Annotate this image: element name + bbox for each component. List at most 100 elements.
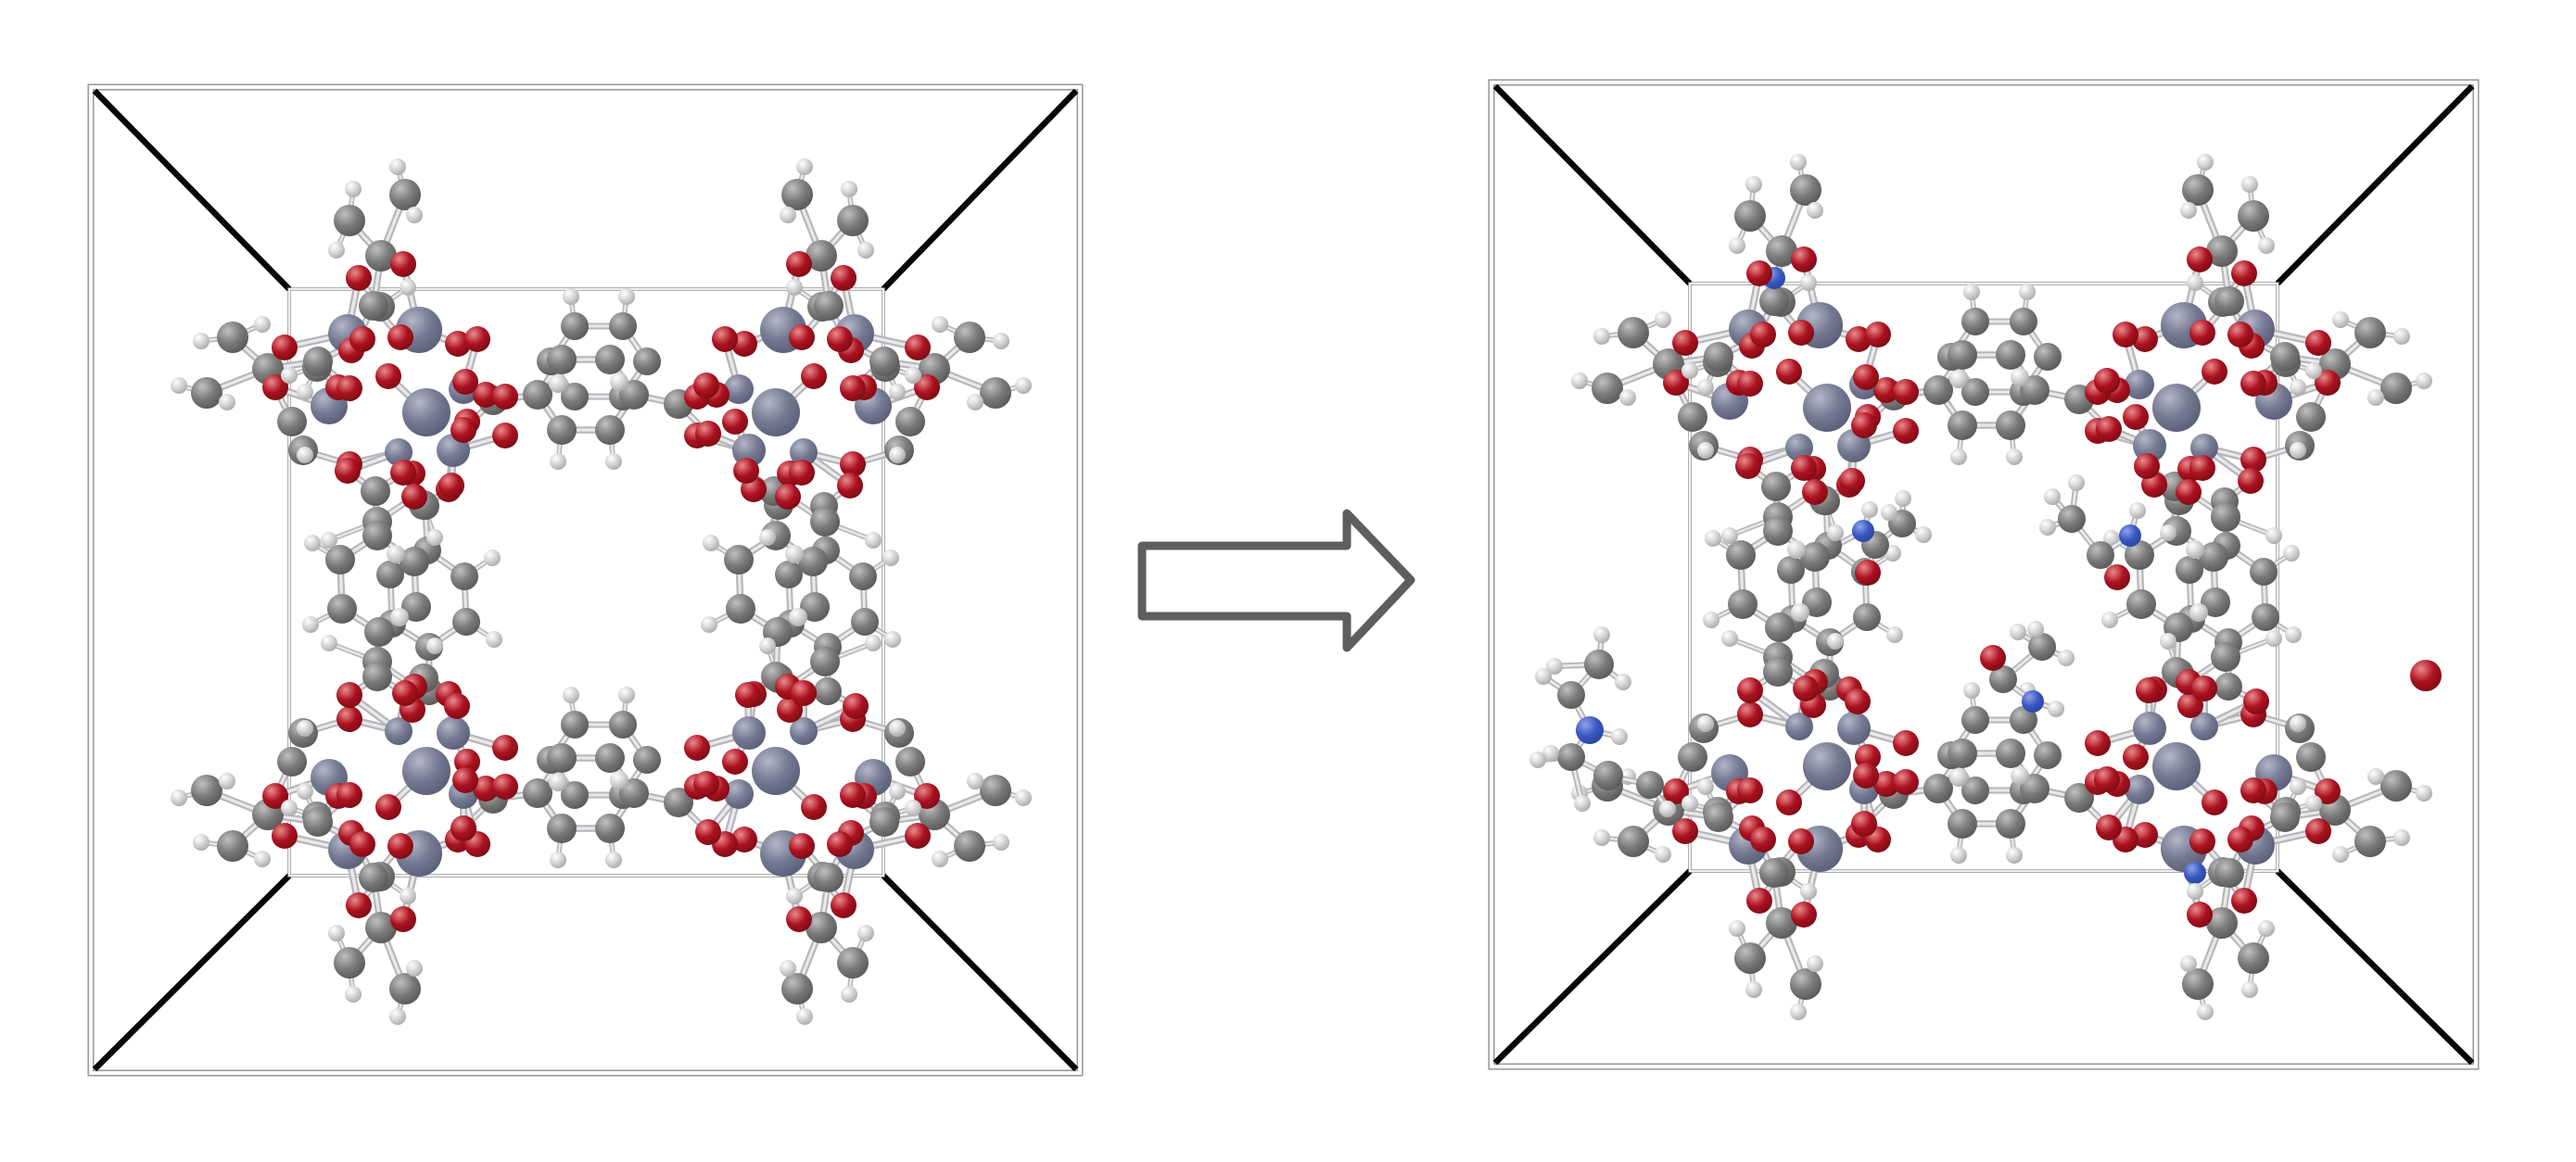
carbon-atom <box>389 973 421 1004</box>
oxygen-atom <box>1750 322 1776 347</box>
hydrogen-atom <box>297 384 313 400</box>
carbon-atom <box>1989 665 2017 693</box>
oxygen-atom <box>1672 330 1698 356</box>
metal-atom <box>724 374 754 404</box>
oxygen-atom <box>492 774 518 800</box>
hydrogen-atom <box>618 687 635 703</box>
hydrogen-atom <box>563 288 579 305</box>
hydrogen-atom <box>786 888 803 904</box>
carbon-atom <box>2211 642 2240 672</box>
oxygen-atom <box>2123 404 2149 430</box>
hydrogen-atom <box>1615 674 1631 690</box>
carbon-atom <box>2176 556 2203 584</box>
cell-perspective-diagonal <box>1492 868 1693 1066</box>
hydrogen-atom <box>2006 448 2023 465</box>
hydrogen-atom <box>932 851 948 867</box>
hydrogen-atom <box>1807 202 1823 219</box>
hydrogen-atom <box>882 549 899 566</box>
oxygen-atom <box>1839 468 1865 494</box>
oxygen-atom <box>438 473 464 499</box>
metal-atom <box>1803 742 1851 790</box>
hydrogen-atom <box>1593 829 1610 846</box>
hydrogen-atom <box>889 384 906 400</box>
metal-atom <box>732 716 766 750</box>
oxygen-atom <box>695 421 721 447</box>
carbon-atom <box>2250 558 2278 586</box>
carbon-atom <box>1923 774 1953 803</box>
oxygen-atom <box>1737 371 1763 397</box>
carbon-atom <box>2182 968 2214 1000</box>
carbon-atom <box>2182 174 2214 206</box>
hydrogen-atom <box>550 453 566 470</box>
carbon-atom <box>1923 375 1953 405</box>
oxygen-atom <box>346 892 372 918</box>
hydrogen-atom <box>1895 490 1911 507</box>
cell-perspective-diagonal <box>881 873 1079 1072</box>
carbon-atom <box>806 912 837 943</box>
carbon-atom <box>400 547 429 576</box>
hydrogen-atom <box>2048 701 2064 717</box>
hydrogen-atom <box>1721 630 1738 647</box>
carbon-atom <box>633 347 661 375</box>
oxygen-atom <box>1893 769 1919 795</box>
oxygen-atom <box>801 794 827 820</box>
hydrogen-atom <box>2068 474 2085 491</box>
hydrogen-atom <box>857 242 874 259</box>
carbon-atom <box>2206 235 2238 267</box>
metal-atom <box>2190 713 2218 740</box>
hydrogen-atom <box>2416 373 2432 389</box>
metal-atom <box>2190 434 2218 461</box>
metal-atom <box>1785 713 1813 740</box>
oxygen-atom <box>712 326 738 352</box>
oxygen-atom <box>452 767 478 793</box>
oxygen-atom <box>2189 828 2215 854</box>
oxygen-atom <box>1893 418 1919 444</box>
hydrogen-atom <box>905 367 921 384</box>
oxygen-atom <box>2202 789 2227 815</box>
metal-atom <box>2125 775 2154 804</box>
oxygen-atom <box>1893 379 1919 405</box>
hydrogen-atom <box>219 773 235 789</box>
metal-atom <box>402 388 450 436</box>
hydrogen-atom <box>2332 846 2349 863</box>
oxygen-atom <box>731 331 757 357</box>
carbon-atom <box>595 743 625 773</box>
carbon-atom <box>401 592 431 622</box>
oxygen-atom <box>1853 364 1879 390</box>
hydrogen-atom <box>2290 778 2306 795</box>
carbon-atom <box>1734 200 1766 232</box>
oxygen-atom <box>1788 320 1814 346</box>
oxygen-atom <box>831 892 857 918</box>
hydrogen-atom <box>759 529 776 546</box>
carbon-atom <box>1802 587 1832 617</box>
hydrogen-atom <box>1800 883 1817 900</box>
oxygen-atom <box>401 484 427 510</box>
hydrogen-atom <box>2285 626 2302 643</box>
oxygen-atom <box>722 749 748 775</box>
nitrogen-atom <box>1852 520 1874 542</box>
hydrogen-atom <box>1593 328 1610 345</box>
hydrogen-atom <box>1697 379 1714 396</box>
oxygen-atom <box>272 823 298 849</box>
carbon-atom <box>726 594 755 624</box>
cell-perspective-diagonal <box>1492 83 1693 286</box>
oxygen-atom <box>791 680 817 706</box>
hydrogen-atom <box>2189 603 2208 622</box>
hydrogen-atom <box>1790 1004 1807 1020</box>
hydrogen-atom <box>1884 545 1901 562</box>
oxygen-atom <box>1663 370 1689 396</box>
carbon-atom <box>2010 706 2037 734</box>
oxygen-atom <box>1737 701 1763 727</box>
hydrogen-atom <box>219 394 235 410</box>
carbon-atom <box>806 240 837 272</box>
carbon-atom <box>561 312 589 340</box>
carbon-atom <box>1853 603 1881 631</box>
carbon-atom <box>2238 200 2269 232</box>
cell-perspective-diagonal <box>92 88 292 292</box>
hydrogen-atom <box>841 181 857 197</box>
carbon-atom <box>376 561 404 588</box>
oxygen-atom <box>831 265 857 291</box>
metal-atom <box>790 438 818 466</box>
oxygen-atom <box>1746 260 1772 286</box>
hydrogen-atom <box>406 207 423 223</box>
